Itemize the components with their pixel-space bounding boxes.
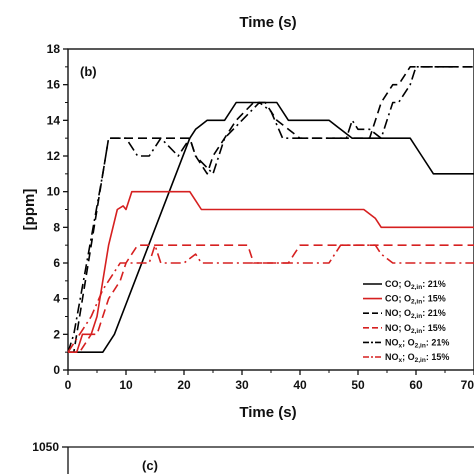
legend-label-4: NO; O2,in: 15% [385,323,446,335]
y-tick-label: 18 [47,42,61,56]
legend-label-1: CO; O2,in: 21% [385,279,446,291]
y-tick-label: 4 [53,292,60,306]
y-tick-label: 12 [47,149,61,163]
x-tick-label: 20 [177,378,191,392]
x-tick-label: 10 [119,378,133,392]
legend-label-3: NO; O2,in: 21% [385,308,446,320]
x-tick-label: 50 [351,378,365,392]
y-tick-label: 10 [47,185,61,199]
y-tick-label: 6 [53,256,60,270]
series-line-4 [68,244,474,353]
x-tick-label: 70 [461,378,474,392]
y-tick-label: 16 [47,78,61,92]
x-tick-label: 60 [409,378,423,392]
x-tick-label: 40 [293,378,307,392]
panel-c-chart: 1050 (c) [32,440,474,474]
x-axis-label: Time (s) [239,404,296,421]
x-tick-label: 30 [235,378,249,392]
legend-label-2: CO; O2,in: 15% [385,294,446,306]
x-tick-label: 0 [65,378,72,392]
y-tick-label: 8 [53,220,60,234]
top-axis-title: Time (s) [239,14,296,31]
legend: CO; O2,in: 21% CO; O2,in: 15% NO; O2,in: 2… [363,279,449,364]
y-tick-label: 14 [47,113,61,127]
panel-c-label: (c) [142,458,158,473]
panel-b-chart: 0 2 4 6 8 10 12 14 16 18 0 10 20 30 40 50 60 70 Time (s) [p… [21,42,474,421]
panel-label: (b) [80,64,97,79]
y-tick-label: 0 [53,363,60,377]
y-tick-label: 2 [53,327,60,341]
y-axis-label: [ppm] [21,189,38,231]
series-line-1 [68,101,474,353]
panel-c-y-tick-label: 1050 [32,440,59,454]
series-line-6 [67,244,474,353]
legend-label-5: NOx; O2,in: 21% [385,337,449,349]
series-line-5 [67,66,474,353]
legend-label-6: NOx; O2,in: 15% [385,352,449,364]
series-line-2 [68,190,474,353]
